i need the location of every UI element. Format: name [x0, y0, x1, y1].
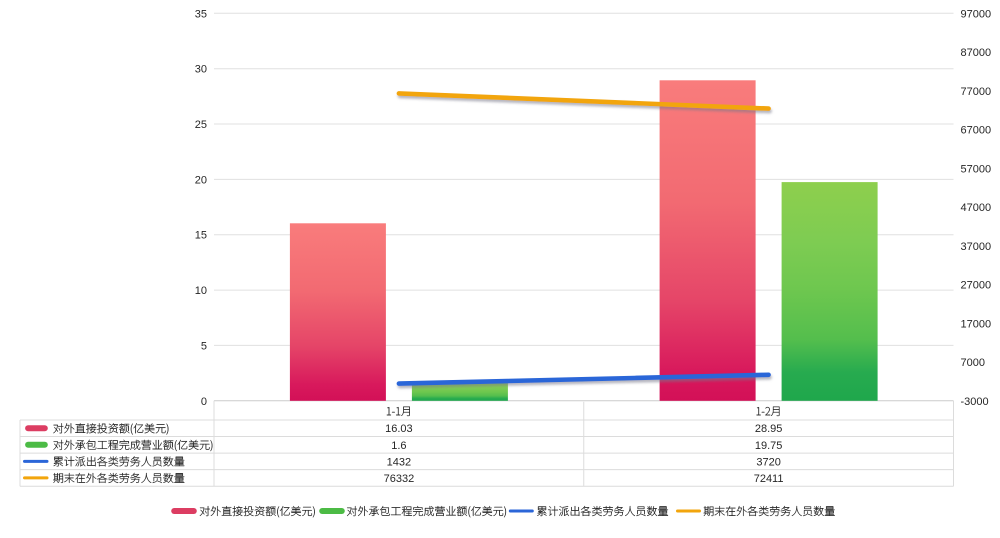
svg-text:76332: 76332: [384, 473, 415, 485]
svg-text:67000: 67000: [961, 125, 992, 137]
svg-text:30: 30: [195, 64, 207, 76]
svg-text:1432: 1432: [387, 456, 411, 468]
svg-text:-3000: -3000: [961, 396, 989, 408]
svg-text:17000: 17000: [961, 318, 992, 330]
svg-text:72411: 72411: [754, 473, 784, 485]
svg-text:35: 35: [195, 8, 207, 20]
svg-text:20: 20: [195, 174, 207, 186]
svg-text:57000: 57000: [961, 163, 992, 175]
svg-text:27000: 27000: [961, 280, 992, 292]
svg-text:77000: 77000: [961, 86, 992, 98]
svg-text:47000: 47000: [961, 202, 992, 214]
svg-text:97000: 97000: [961, 8, 992, 20]
svg-text:7000: 7000: [961, 357, 985, 369]
svg-text:5: 5: [201, 340, 207, 352]
svg-text:19.75: 19.75: [755, 440, 783, 452]
svg-text:15: 15: [195, 230, 207, 242]
svg-text:37000: 37000: [961, 241, 992, 253]
svg-text:25: 25: [195, 119, 207, 131]
svg-text:1.6: 1.6: [391, 440, 406, 452]
svg-text:3720: 3720: [756, 456, 780, 468]
svg-text:87000: 87000: [961, 47, 992, 59]
svg-text:0: 0: [201, 396, 207, 408]
svg-text:28.95: 28.95: [755, 423, 783, 435]
svg-text:10: 10: [195, 285, 207, 297]
svg-text:16.03: 16.03: [385, 423, 413, 435]
